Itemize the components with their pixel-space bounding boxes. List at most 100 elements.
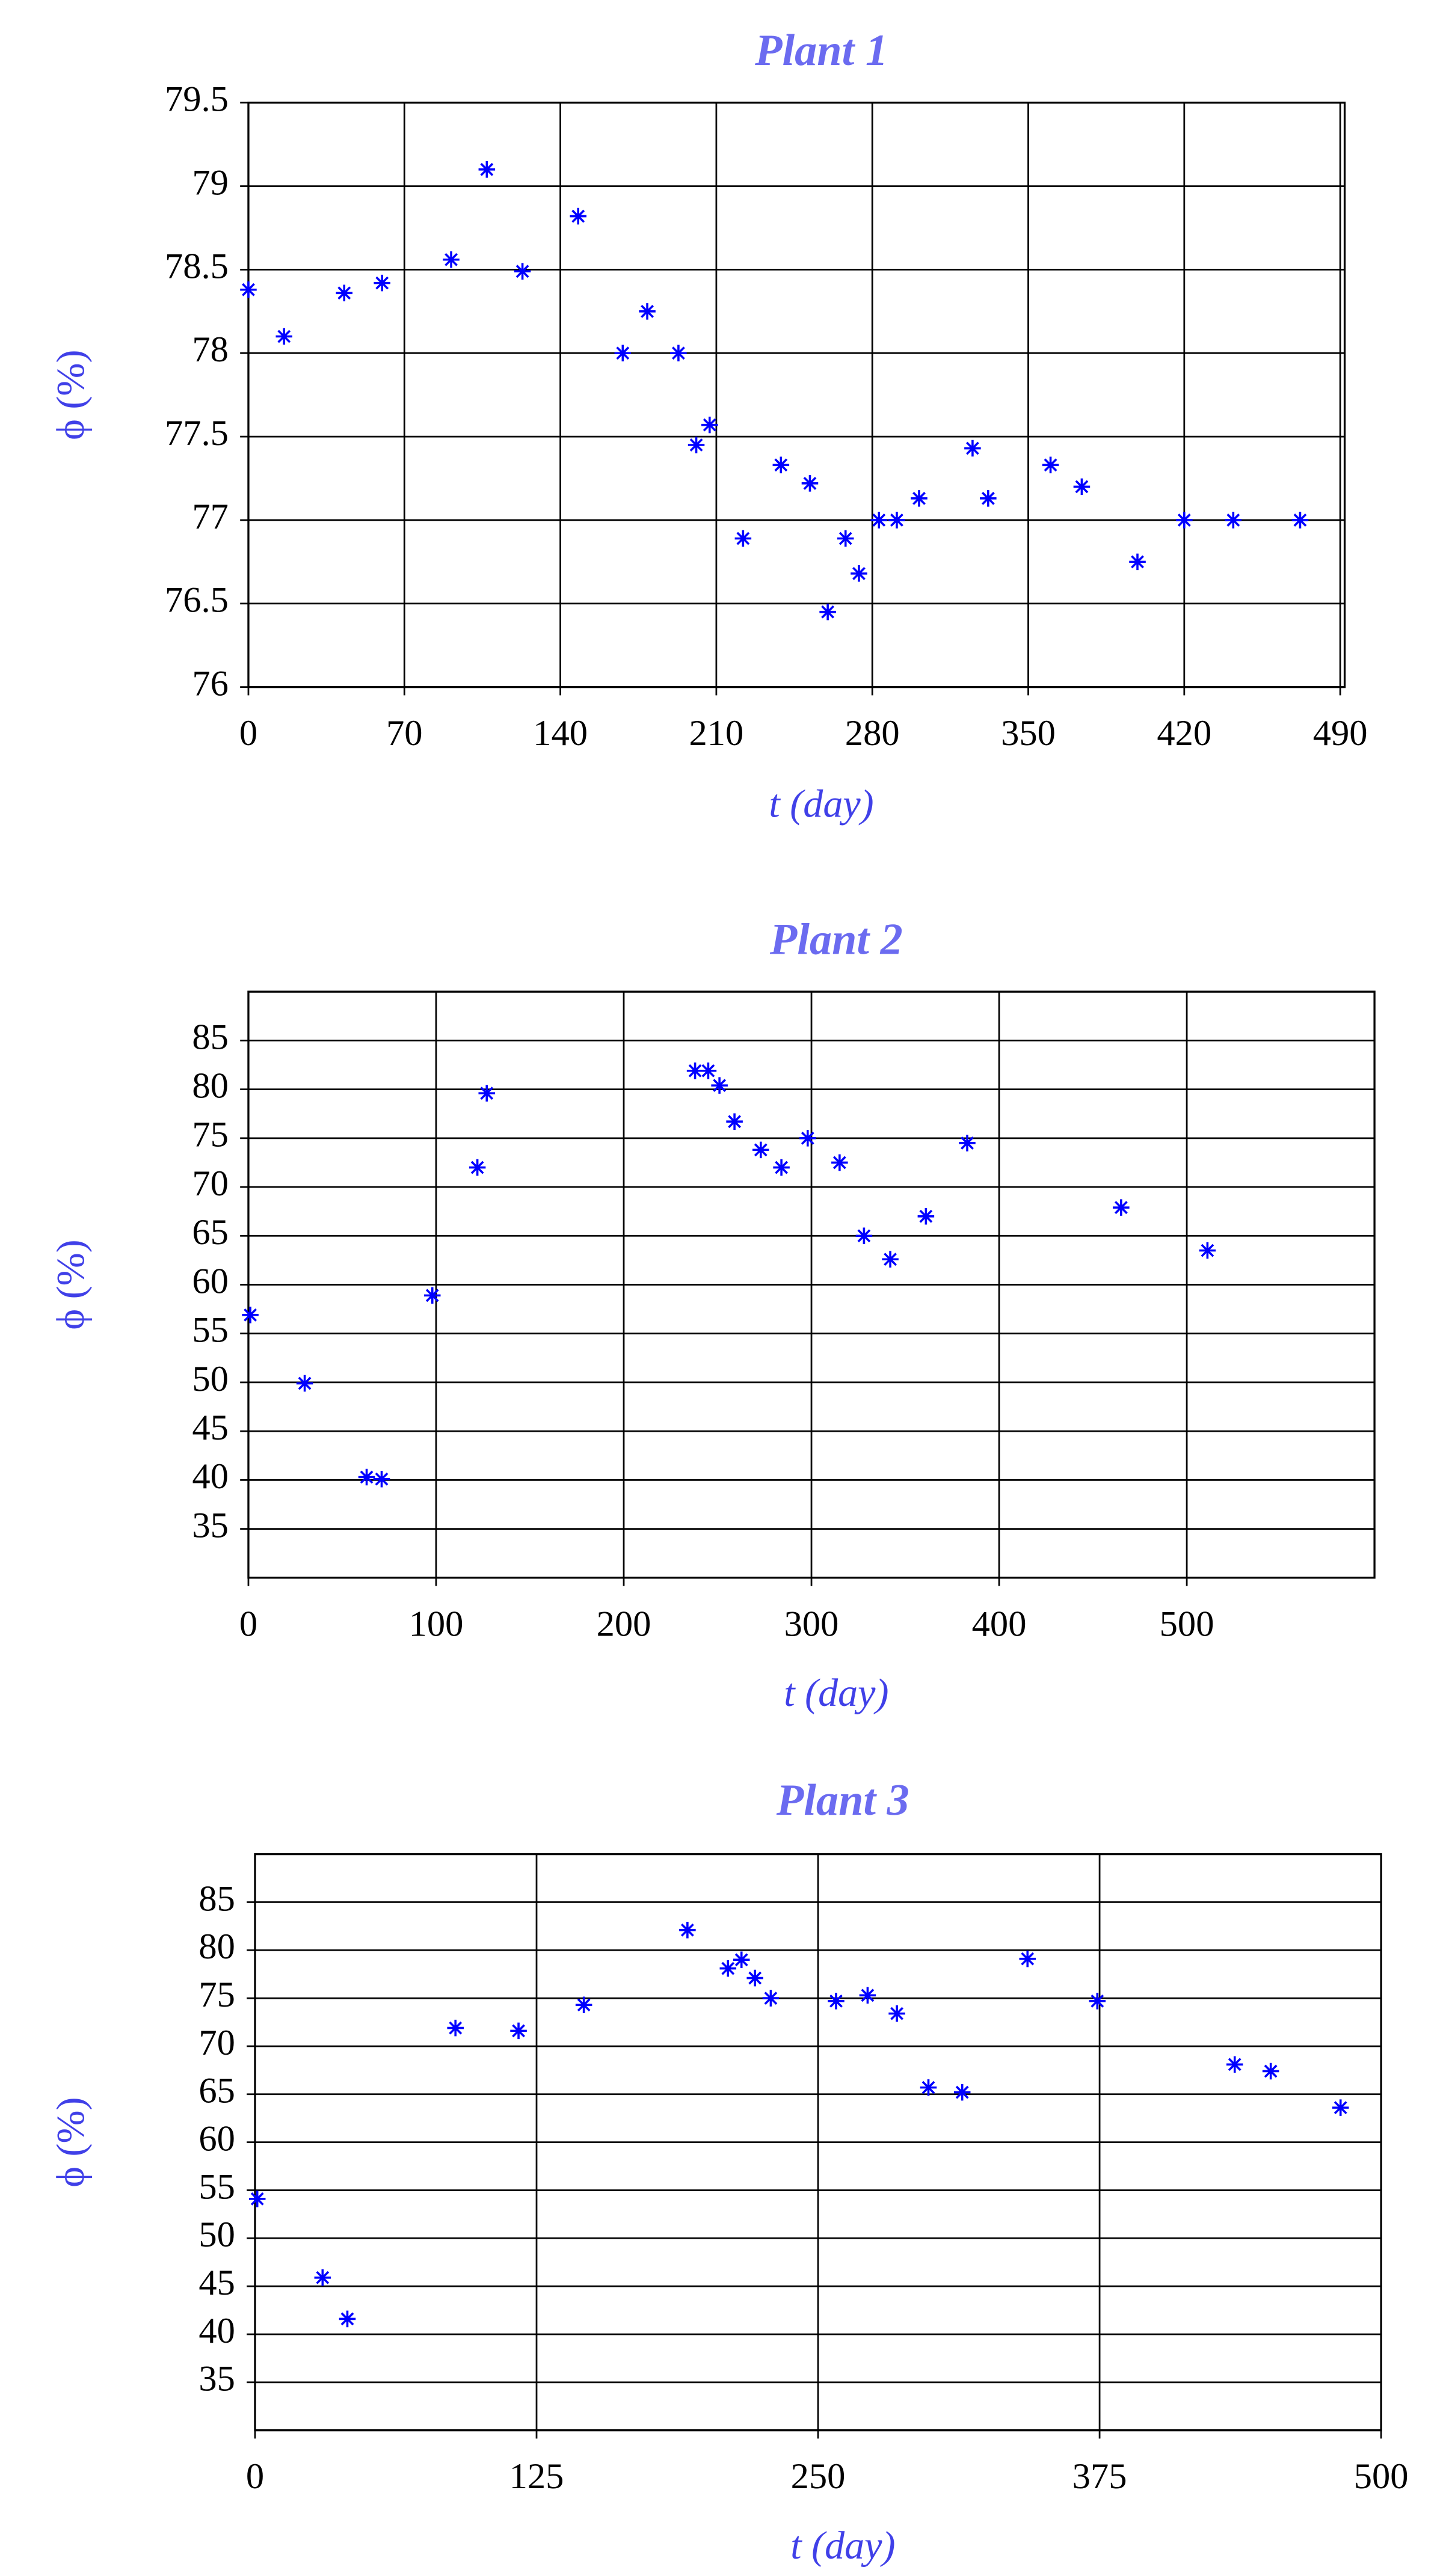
data-point [746,1969,763,1987]
data-point [1291,512,1309,529]
data-point [1176,512,1193,529]
data-point [1262,2062,1279,2080]
data-point [373,1470,390,1488]
data-point [358,1468,375,1486]
y-tick-label: 50 [198,2215,235,2255]
y-tick-label: 45 [198,2263,235,2303]
y-tick-label: 76 [192,663,229,704]
chart: Plant 1 76 76.5 77 77.5 78 78.5 79 79.5 0 70 140 210… [49,26,1368,826]
data-point [443,251,460,268]
y-axis-label: ϕ (%) [49,1239,93,1329]
data-point [639,303,656,320]
data-point [911,490,928,507]
y-tick-label: 50 [192,1359,229,1399]
plot-frame [247,102,1346,688]
y-tick-label: 85 [198,1878,235,1919]
data-point [870,512,888,529]
x-tick-label: 200 [597,1604,651,1644]
data-point [882,1251,899,1268]
data-point [510,2022,527,2040]
data-point [799,1130,816,1147]
data-point [336,284,353,302]
y-tick-label: 60 [192,1261,229,1301]
chart-title: Plant 2 [769,915,903,964]
data-point [1019,1950,1036,1967]
x-axis-label: t (day) [769,782,873,826]
data-point [240,281,257,298]
data-point [980,490,997,507]
y-tick-label: 79.5 [165,79,229,120]
data-point [1042,456,1059,474]
data-point [733,1951,750,1968]
y-tick-label: 78 [192,330,229,370]
data-point [959,1135,976,1152]
data-point [242,1307,259,1323]
data-point [447,2019,464,2037]
y-tick-label: 45 [192,1408,229,1448]
data-point [831,1154,848,1171]
chart-title: Plant 3 [776,1776,909,1825]
data-point [819,603,836,621]
data-point [917,1208,935,1225]
data-point [888,512,905,529]
data-point [1226,2056,1243,2073]
data-point [953,2084,971,2101]
data-point [1199,1242,1216,1259]
y-tick-label: 79 [192,162,229,203]
data-point [1073,478,1091,495]
x-tick-label: 350 [1001,713,1056,753]
y-axis-label: ϕ (%) [49,2097,93,2187]
y-tick-label: 77.5 [165,413,229,453]
y-tick-label: 60 [198,2119,235,2159]
data-point [1332,2099,1349,2116]
data-point [570,207,586,225]
y-tick-label: 85 [192,1017,229,1057]
x-tick-label: 420 [1157,713,1211,753]
x-tick-label: 70 [386,713,423,753]
data-point [711,1077,728,1094]
data-point [514,263,531,280]
y-tick-label: 35 [192,1505,229,1545]
x-tick-label: 490 [1313,713,1368,753]
data-point [752,1141,769,1159]
data-point [248,2191,266,2207]
data-point [469,1159,486,1176]
data-point [478,1085,496,1102]
x-tick-label: 210 [689,713,743,753]
y-tick-label: 75 [192,1115,229,1155]
data-point [1129,553,1146,571]
chart: Plant 2 35 40 45 50 55 60 65 70 75 80 85 0 100 200 300 4… [49,915,1376,1715]
data-point [859,1987,876,2004]
y-tick-label: 70 [198,2023,235,2063]
x-tick-label: 125 [509,2456,564,2497]
y-tick-label: 40 [192,1456,229,1497]
data-point [828,1993,844,2010]
x-tick-label: 500 [1354,2456,1409,2497]
y-tick-label: 80 [192,1066,229,1106]
data-point [701,416,718,434]
data-point [773,1159,790,1176]
data-point [801,475,819,492]
data-point [772,456,790,474]
data-point [275,328,293,345]
data-point [888,2005,905,2022]
data-point [614,345,632,362]
data-point [423,1287,441,1304]
data-point [726,1113,743,1130]
x-tick-label: 300 [784,1604,839,1644]
x-tick-label: 0 [239,1604,257,1644]
y-tick-label: 77 [192,497,229,537]
data-point [686,1062,704,1079]
data-point [719,1960,737,1977]
x-tick-label: 100 [409,1604,464,1644]
x-tick-label: 0 [246,2456,264,2497]
data-point [688,437,705,453]
x-tick-label: 0 [239,713,257,753]
chart-title: Plant 1 [754,26,888,75]
y-tick-label: 55 [198,2167,235,2207]
x-tick-label: 400 [972,1604,1027,1644]
x-tick-label: 375 [1072,2456,1127,2497]
data-point [700,1062,717,1079]
data-point [964,440,981,457]
data-point [851,565,867,582]
